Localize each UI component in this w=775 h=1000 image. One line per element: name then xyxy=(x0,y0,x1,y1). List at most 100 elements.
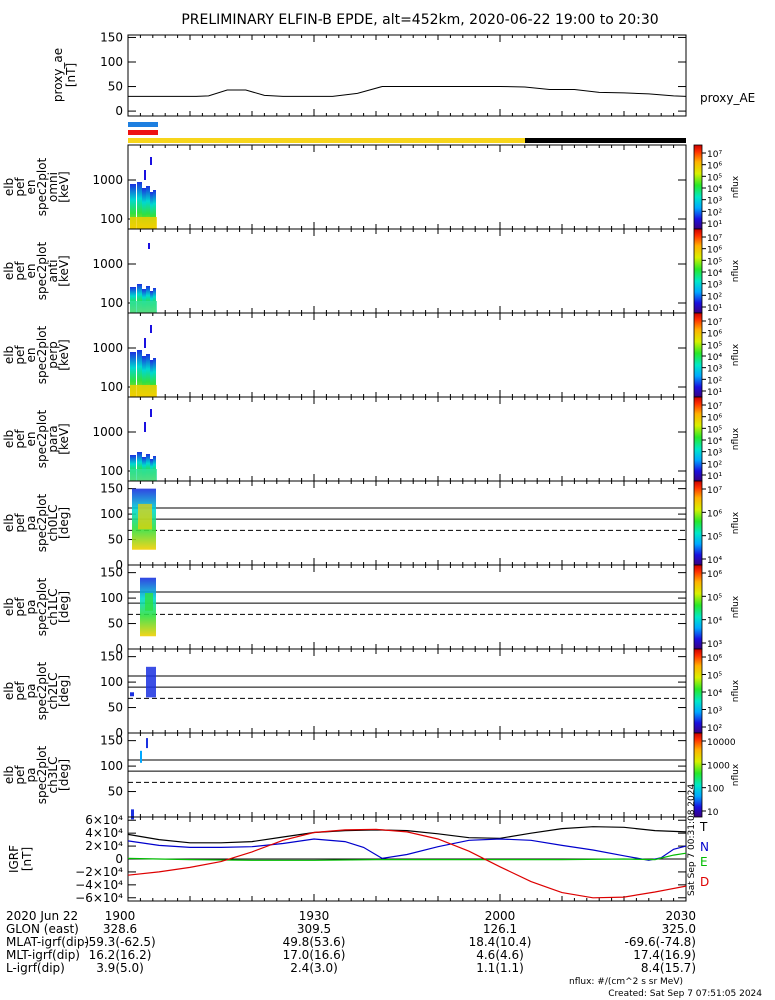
spectrogram-speck xyxy=(131,809,134,820)
y-axis-label: [deg] xyxy=(57,507,71,539)
spectrogram-column xyxy=(153,288,156,313)
y-tick-label: 100 xyxy=(100,380,123,394)
series-line-N xyxy=(127,838,687,861)
ephemeris-value: 2030 xyxy=(665,909,696,923)
ephemeris-value: 1900 xyxy=(105,909,136,923)
y-axis-label: spec2plot xyxy=(35,745,49,804)
y-tick-label: 1000 xyxy=(92,425,123,439)
ephemeris-value: 1.1(1.1) xyxy=(476,961,524,975)
y-axis-label: [deg] xyxy=(57,759,71,791)
colorbar-tick-label: 10⁶ xyxy=(707,246,722,256)
panel-frame xyxy=(127,564,687,650)
colorbar-tick-label: 10⁷ xyxy=(707,318,722,328)
y-tick-label: 1000 xyxy=(92,257,123,271)
spectrogram-column xyxy=(146,186,150,229)
series-label-N: N xyxy=(700,840,709,854)
colorbar-label: nflux xyxy=(731,595,741,618)
y-tick-label: 50 xyxy=(108,80,123,94)
y-tick-label: 100 xyxy=(100,759,123,773)
y-axis-label: en xyxy=(24,264,38,279)
y-axis-label: ch0LC xyxy=(46,505,60,542)
y-axis-label: spec2plot xyxy=(35,241,49,300)
ephemeris-value: 8.4(15.7) xyxy=(641,961,696,975)
y-axis-label: elb xyxy=(2,178,16,196)
colorbar-label: nflux xyxy=(731,343,741,366)
colorbar-label: nflux xyxy=(731,427,741,450)
colorbar-tick-label: 10⁴ xyxy=(707,269,722,279)
ephemeris-value: -59.3(-62.5) xyxy=(84,935,155,949)
y-tick-label: −4×10⁴ xyxy=(75,878,123,892)
y-axis-label: spec2plot xyxy=(35,325,49,384)
ephemeris-row-label: GLON (east) xyxy=(6,922,79,936)
y-tick-label: 0 xyxy=(115,558,123,572)
colorbar-tick-label: 10¹ xyxy=(707,472,722,482)
y-tick-label: 150 xyxy=(100,650,123,664)
y-tick-label: 150 xyxy=(100,30,123,44)
y-tick-label: 100 xyxy=(100,212,123,226)
ephemeris-value: 16.2(16.2) xyxy=(89,948,152,962)
y-axis-label: pa xyxy=(24,516,38,531)
colorbar-tick-label: 10⁶ xyxy=(707,654,722,664)
y-axis-label: pef xyxy=(13,765,27,785)
ephemeris-row-label: 2020 Jun 22 xyxy=(6,909,78,923)
y-tick-label: 50 xyxy=(108,785,123,799)
spectrogram-base xyxy=(130,385,157,397)
y-axis-label: omni xyxy=(46,172,60,202)
y-tick-label: 4×10⁴ xyxy=(85,826,123,840)
panel-frame xyxy=(127,648,687,734)
colorbar-tick-label: 10⁵ xyxy=(707,672,722,682)
y-axis-label: [keV] xyxy=(57,423,71,454)
panel-proxy-ae: 150 100 50 0 proxy_AE proxy_ae [nT] xyxy=(51,30,755,118)
y-tick-label: 50 xyxy=(108,617,123,631)
panel-frame xyxy=(127,34,687,117)
ephemeris-value: 2.4(3.0) xyxy=(290,961,338,975)
y-axis-label: [nT] xyxy=(20,847,34,871)
y-tick-label: 100 xyxy=(100,55,123,69)
y-axis-label: spec2plot xyxy=(35,661,49,720)
flag-bar-red xyxy=(128,130,158,135)
spectrogram-column xyxy=(142,188,146,229)
flux-units-note: nflux: #/(cm^2 s sr MeV) xyxy=(569,977,683,987)
colorbar-tick-label: 10⁷ xyxy=(707,402,722,412)
ephemeris-value: 4.6(4.6) xyxy=(476,948,524,962)
series-line-proxy-ae xyxy=(128,86,687,97)
spectrogram-column xyxy=(153,190,156,229)
y-tick-label: 150 xyxy=(100,566,123,580)
y-axis-label: pef xyxy=(13,345,27,365)
flag-bar-black xyxy=(525,138,686,143)
y-axis-label: pef xyxy=(13,681,27,701)
series-label-D: D xyxy=(700,875,709,889)
colorbar xyxy=(693,648,703,734)
y-axis-label: proxy_ae xyxy=(51,48,65,102)
colorbar-tick-label: 10¹ xyxy=(707,304,722,314)
colorbar xyxy=(693,144,703,230)
y-axis-label: spec2plot xyxy=(35,493,49,552)
y-axis-label: pef xyxy=(13,261,27,281)
spectrogram-speck xyxy=(144,170,146,180)
colorbar-tick-label: 10² xyxy=(707,292,722,302)
y-tick-label: 2×10⁴ xyxy=(85,839,123,853)
spectrogram-column xyxy=(146,454,150,481)
y-axis-label: IGRF xyxy=(7,845,21,873)
colorbar-tick-label: 10³ xyxy=(707,197,722,207)
colorbar-tick-label: 10⁶ xyxy=(707,509,722,519)
colorbar-tick-label: 10⁴ xyxy=(707,617,722,627)
y-axis-label: elb xyxy=(2,766,16,784)
panel-frame xyxy=(127,228,687,314)
y-axis-label: pef xyxy=(13,177,27,197)
spectrogram-speck xyxy=(150,157,152,165)
y-axis-label: spec2plot xyxy=(35,157,49,216)
ephemeris-row-label: MLAT-igrf(dip) xyxy=(6,935,89,949)
colorbar-tick-label: 10⁵ xyxy=(707,257,722,267)
spectrogram-column xyxy=(130,352,136,397)
spectrogram-column xyxy=(137,182,142,229)
spectrogram-speck xyxy=(130,692,134,697)
y-axis-label: pa xyxy=(24,768,38,783)
colorbar-tick-label: 10³ xyxy=(707,281,722,291)
colorbar-tick-label: 1000 xyxy=(707,761,730,771)
spectrogram-speck xyxy=(144,338,146,348)
y-axis-label: elb xyxy=(2,598,16,616)
y-tick-label: −6×10⁴ xyxy=(75,891,123,905)
colorbar-tick-label: 10⁵ xyxy=(707,533,722,543)
